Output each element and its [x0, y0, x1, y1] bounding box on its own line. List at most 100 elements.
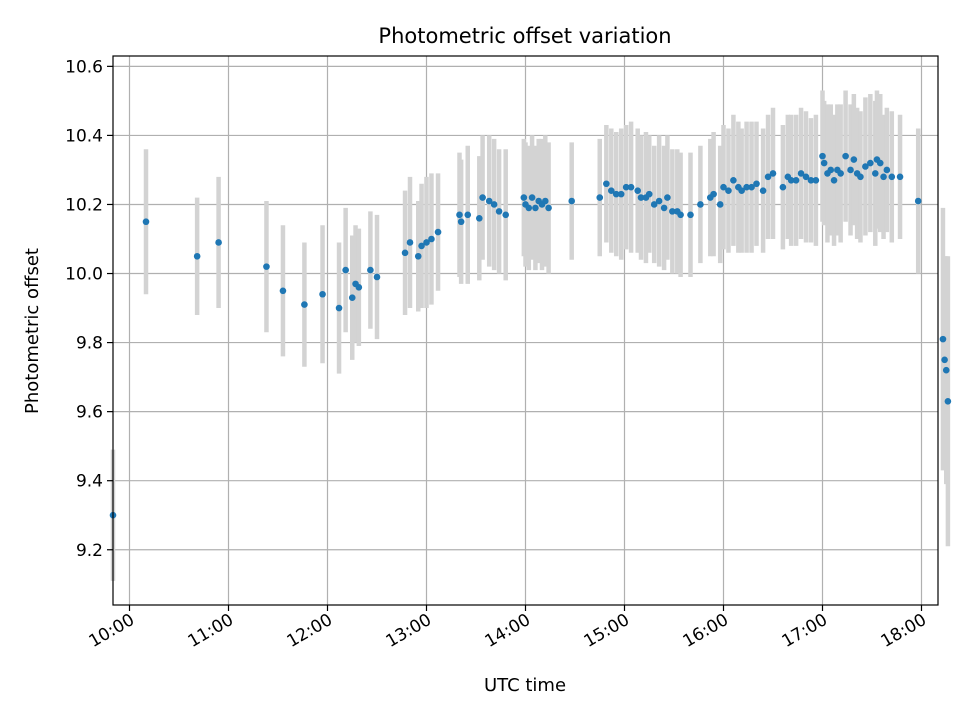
data-point	[862, 163, 869, 170]
data-point	[612, 190, 620, 198]
data-point	[263, 263, 270, 270]
data-point	[476, 214, 483, 222]
chart-title: Photometric offset variation	[378, 24, 671, 48]
data-point	[743, 183, 750, 191]
data-point	[872, 170, 879, 177]
data-point	[650, 201, 658, 208]
data-point	[792, 177, 800, 184]
data-point	[830, 177, 838, 184]
data-point	[434, 228, 442, 236]
data-point	[495, 208, 503, 215]
y-tick-label: 9.8	[76, 334, 103, 354]
data-point	[193, 252, 201, 260]
y-tick-label: 9.4	[76, 472, 103, 492]
data-point	[414, 252, 422, 260]
data-point	[730, 177, 737, 184]
data-point	[941, 356, 948, 364]
data-point	[867, 159, 874, 167]
data-point	[406, 239, 414, 246]
x-axis-label: UTC time	[484, 675, 566, 696]
data-point	[335, 304, 343, 312]
data-point	[634, 187, 641, 194]
data-point	[797, 170, 805, 177]
data-point	[876, 159, 884, 167]
data-point	[215, 239, 222, 246]
data-point	[142, 218, 150, 226]
data-point	[428, 235, 435, 243]
data-point	[355, 284, 363, 291]
data-point	[279, 287, 287, 295]
data-point	[812, 177, 820, 184]
data-point	[401, 249, 409, 257]
data-point	[348, 294, 356, 301]
data-point	[418, 242, 425, 250]
data-point	[764, 173, 772, 181]
data-point	[787, 177, 795, 184]
data-point	[490, 201, 498, 208]
data-point	[367, 266, 374, 274]
data-point	[710, 190, 717, 198]
data-point	[627, 183, 635, 191]
data-point	[847, 166, 854, 174]
data-point	[660, 204, 668, 212]
data-point	[545, 204, 552, 212]
data-point	[725, 187, 732, 194]
data-point	[645, 190, 653, 198]
data-point	[457, 218, 465, 226]
data-point	[914, 197, 922, 205]
y-tick-label: 10.0	[65, 265, 103, 285]
data-point	[677, 211, 684, 219]
data-point	[942, 366, 950, 374]
data-point	[637, 194, 645, 201]
data-point	[608, 187, 615, 194]
data-point	[655, 197, 663, 205]
data-point	[532, 204, 539, 212]
data-points	[109, 152, 952, 519]
data-point	[716, 201, 724, 208]
data-point	[802, 173, 810, 181]
data-point	[720, 183, 727, 191]
data-point	[880, 173, 887, 181]
data-point	[753, 180, 760, 188]
data-point	[479, 194, 486, 201]
data-point	[596, 194, 604, 201]
data-point	[342, 266, 349, 274]
data-point	[603, 180, 610, 188]
data-point	[842, 152, 849, 160]
y-axis-label: Photometric offset	[22, 248, 43, 414]
data-point	[423, 239, 430, 246]
data-point	[669, 208, 676, 215]
data-point	[939, 335, 947, 343]
data-point	[301, 301, 308, 308]
data-point	[759, 187, 767, 194]
data-point	[857, 173, 864, 181]
data-point	[528, 194, 536, 201]
y-tick-label: 10.6	[65, 57, 103, 77]
data-point	[738, 187, 745, 194]
y-tick-label: 9.2	[76, 541, 103, 561]
data-point	[617, 190, 625, 198]
data-point	[687, 211, 694, 219]
data-point	[850, 156, 858, 163]
data-point	[520, 194, 528, 201]
data-point	[319, 290, 326, 298]
data-point	[525, 204, 533, 212]
data-point	[837, 170, 844, 177]
data-point	[819, 152, 826, 160]
data-point	[779, 183, 787, 191]
data-point	[888, 173, 896, 181]
data-point	[896, 173, 904, 181]
y-tick-label: 10.4	[65, 126, 103, 146]
data-point	[464, 211, 472, 219]
data-point	[568, 197, 575, 205]
y-tick-label: 9.6	[76, 403, 103, 423]
data-point	[664, 194, 671, 201]
data-point	[827, 166, 835, 174]
data-point	[622, 183, 630, 191]
data-point	[502, 211, 510, 219]
data-point	[697, 201, 704, 208]
data-point	[456, 211, 463, 219]
data-point	[769, 170, 777, 177]
data-point	[748, 183, 755, 191]
